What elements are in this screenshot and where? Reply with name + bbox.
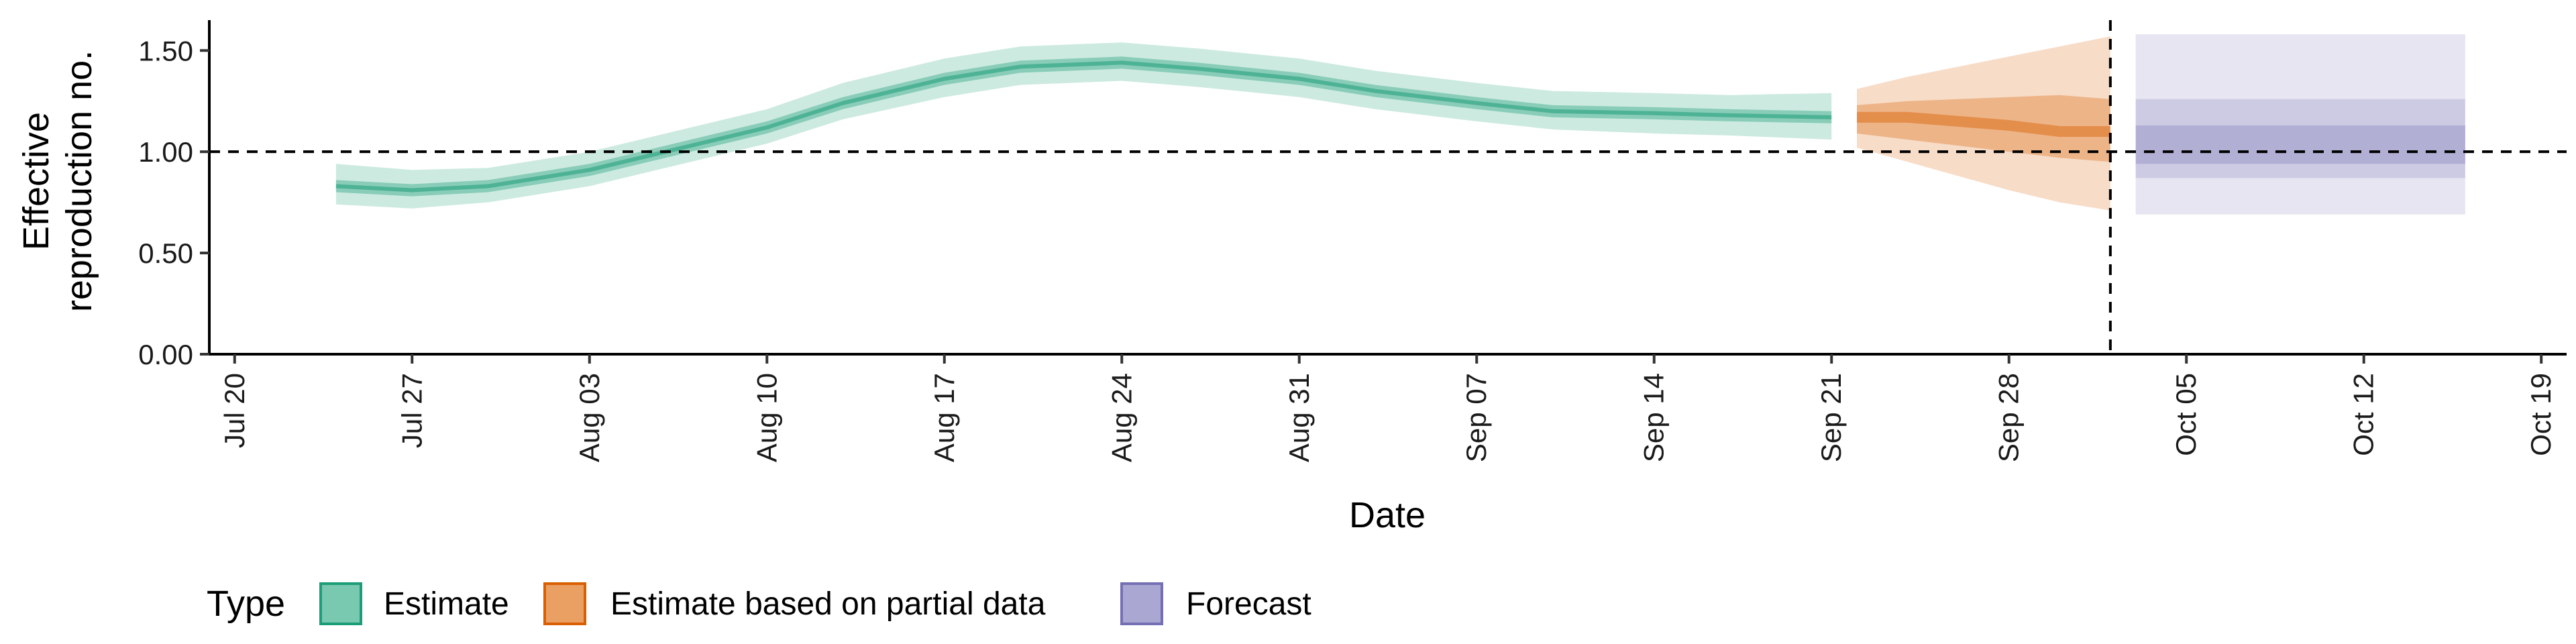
y-axis-title-line-1: Effective (16, 112, 56, 250)
x-tick-label: Sep 14 (1638, 373, 1670, 462)
y-tick-label: 0.00 (138, 339, 193, 370)
x-tick-label: Oct 05 (2170, 373, 2202, 456)
partial-outer-band (1857, 36, 2110, 211)
x-tick-label: Aug 17 (928, 373, 960, 462)
x-tick-label: Aug 31 (1283, 373, 1315, 462)
x-tick-label: Aug 24 (1106, 373, 1137, 462)
y-axis-title-second: reproduction no. (59, 50, 99, 312)
plot-lines (209, 20, 2567, 354)
estimate-outer-band (335, 42, 1832, 209)
x-tick-label: Oct 12 (2348, 373, 2379, 456)
y-axis-title-line-2: reproduction no. (59, 50, 99, 312)
y-tick-label: 0.50 (138, 237, 193, 269)
x-axis-title: Date (1349, 495, 1426, 535)
x-tick-label: Oct 19 (2525, 373, 2557, 456)
legend-label-partial: Estimate based on partial data (610, 586, 1046, 622)
forecast-inner-band (2135, 125, 2465, 164)
x-tick-label: Aug 03 (574, 373, 605, 462)
forecast-outer-band (2135, 34, 2465, 215)
x-tick-label: Jul 27 (396, 373, 427, 448)
y-axis-title: Effective (16, 112, 56, 250)
axes: 0.00 0.50 1.00 1.50 Jul 20 Jul 27 Aug 03 Aug 10… (138, 20, 2567, 462)
x-tick-label: Jul 20 (219, 373, 250, 448)
y-tick-label: 1.00 (138, 136, 193, 168)
partial-median-line (1857, 111, 2110, 137)
legend-label-forecast: Forecast (1186, 586, 1311, 622)
legend-label-estimate: Estimate (384, 586, 509, 622)
legend-swatch-estimate (319, 582, 362, 625)
estimate-median-line (335, 60, 1832, 193)
estimate-inner-band (335, 56, 1832, 197)
y-tick-label: 1.50 (138, 35, 193, 66)
x-tick-label: Aug 10 (751, 373, 782, 462)
forecast-mid-band (2135, 99, 2465, 178)
x-tick-label: Sep 07 (1460, 373, 1492, 462)
plot-bands (335, 34, 2465, 215)
legend-title: Type (207, 584, 285, 624)
legend: Type Estimate Estimate based on partial … (207, 582, 1311, 625)
legend-swatch-partial (543, 582, 586, 625)
x-tick-label: Sep 21 (1815, 373, 1847, 462)
legend-swatch-forecast (1120, 582, 1163, 625)
x-tick-label: Sep 28 (1993, 373, 2025, 462)
partial-inner-band (1857, 95, 2110, 162)
